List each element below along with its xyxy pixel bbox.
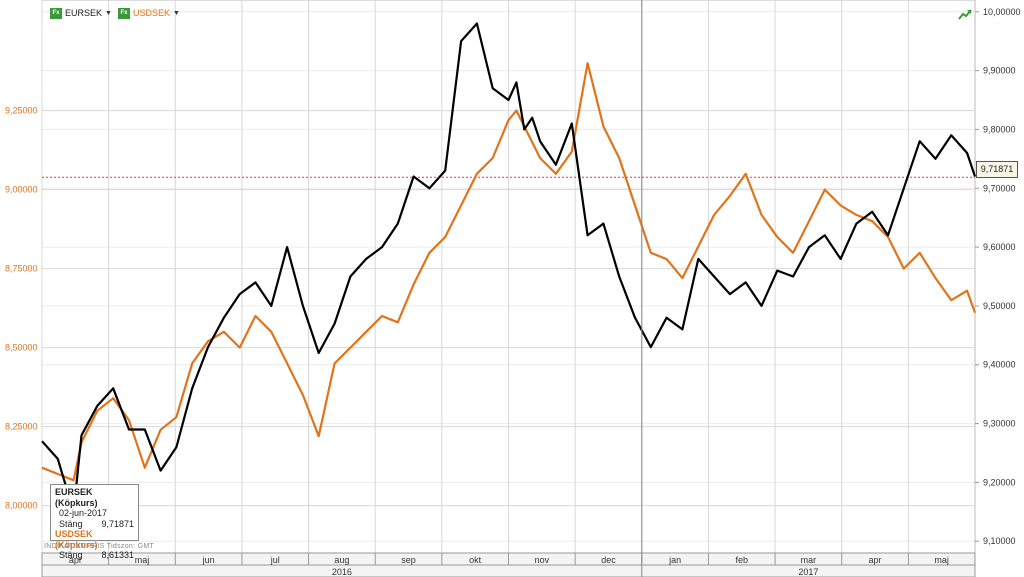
legend-title-eursek: EURSEK (Köpkurs) [55,487,98,508]
right-tick-label: 9,20000 [983,477,1016,487]
x-tick-label: jan [668,555,681,565]
legend-close-label: Stäng [59,518,83,529]
series-usdsek-button[interactable]: Fx USDSEK ▼ [118,5,180,21]
x-tick-label: mar [801,555,817,565]
legend-box: EURSEK (Köpkurs) 02-jun-2017 Stäng 9,718… [50,484,139,560]
fx-icon: Fx [118,7,130,19]
legend-title-usdsek: USDSEK (Köpkurs) [55,529,98,550]
series-eursek-button[interactable]: Fx EURSEK ▼ [50,5,112,21]
left-tick-label: 8,75000 [5,264,38,274]
legend-close-value: 8,61331 [101,550,134,560]
x-tick-label: dec [601,555,616,565]
current-value-label: 9,71871 [976,161,1018,178]
fx-icon: Fx [50,7,62,19]
x-tick-label: apr [69,555,82,565]
trend-up-icon[interactable] [958,8,972,20]
series-eursek-label: EURSEK [65,8,103,18]
right-tick-label: 9,70000 [983,183,1016,193]
x-tick-label: maj [135,555,150,565]
legend-close-label: Stäng [59,550,83,560]
x-tick-label: jun [202,555,215,565]
x-tick-label: sep [401,555,416,565]
timezone-label: Tidszon: GMT [106,543,155,550]
right-tick-label: 9,30000 [983,419,1016,429]
legend-close-row-eursek: Stäng 9,71871 [55,519,134,530]
series-usdsek-label: USDSEK [133,8,171,18]
series-line-eursek [41,22,977,513]
right-tick-label: 9,90000 [983,66,1016,76]
left-tick-label: 9,00000 [5,185,38,195]
right-tick-label: 9,40000 [983,360,1016,370]
right-tick-label: 9,50000 [983,301,1016,311]
legend-close-row-usdsek: Stäng 8,61331 [55,550,134,561]
right-tick-label: 9,80000 [983,124,1016,134]
right-tick-label: 9,10000 [983,536,1016,546]
series-line-usdsek [41,62,977,482]
grid [41,0,975,553]
series-lines [41,22,977,513]
left-tick-label: 9,25000 [5,106,38,116]
x-axis: apr maj jun jul aug sep okt nov dec jan feb mar apr m… [41,0,976,577]
left-axis: 8,00000 8,25000 8,50000 8,75000 9,00000 9,250… [5,106,38,511]
x-tick-label: aug [334,555,349,565]
right-tick-label: 10,00000 [983,7,1021,17]
legend-close-value: 9,71871 [101,518,134,529]
footer-note: INDIKATIVT PRIS Tidszon: GMT [44,543,154,550]
left-tick-label: 8,50000 [5,343,38,353]
x-tick-label: apr [869,555,882,565]
indicative-price-label: INDIKATIVT PRIS [44,543,105,550]
x-tick-label: feb [735,555,748,565]
x-tick-label: jul [270,555,280,565]
x-tick-label: maj [934,555,949,565]
left-tick-label: 8,00000 [5,501,38,511]
x-tick-label: okt [469,555,482,565]
right-axis: 9,10000 9,20000 9,30000 9,40000 9,50000 9,600… [975,7,1021,546]
year-label: 2016 [332,567,352,577]
chevron-down-icon: ▼ [105,9,112,17]
x-tick-label: nov [535,555,550,565]
year-label: 2017 [798,567,818,577]
left-tick-label: 8,25000 [5,422,38,432]
chevron-down-icon: ▼ [173,9,180,17]
legend-date: 02-jun-2017 [59,508,108,518]
right-tick-label: 9,60000 [983,242,1016,252]
